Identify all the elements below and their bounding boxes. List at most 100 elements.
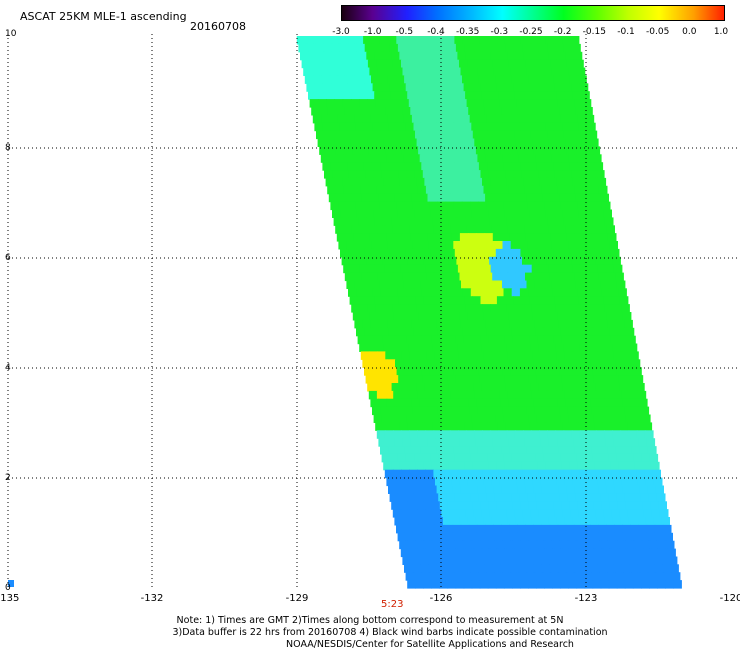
- swath-cell: [352, 67, 362, 76]
- swath-cell: [430, 453, 439, 463]
- swath-cell: [565, 438, 574, 447]
- swath-cell: [486, 114, 496, 124]
- swath-cell: [589, 312, 599, 321]
- swath-cell: [504, 461, 514, 471]
- swath-cell: [511, 414, 521, 423]
- swath-cell: [387, 114, 396, 124]
- swath-cell: [445, 75, 455, 84]
- swath-cell: [470, 327, 480, 337]
- swath-cell: [381, 453, 391, 463]
- swath-cell: [604, 390, 614, 400]
- swath-cell: [589, 138, 599, 147]
- swath-cell: [518, 241, 528, 250]
- swath-cell: [516, 312, 526, 321]
- time-label: 5:23: [381, 599, 404, 610]
- swath-cell: [503, 162, 513, 171]
- swath-cell: [616, 493, 625, 502]
- swath-cell: [407, 383, 417, 392]
- swath-cell: [383, 343, 393, 352]
- swath-cell: [389, 493, 399, 502]
- swath-cell: [554, 83, 564, 92]
- swath-cell: [538, 343, 548, 352]
- swath-cell: [564, 517, 573, 526]
- swath-cell: [544, 75, 554, 84]
- swath-cell: [478, 493, 488, 502]
- swath-cell: [311, 67, 321, 76]
- swath-cell: [380, 288, 390, 297]
- swath-cell: [488, 335, 497, 345]
- swath-cell: [415, 130, 424, 140]
- swath-cell: [417, 430, 427, 439]
- swath-cell: [501, 67, 511, 76]
- swath-cell: [572, 177, 582, 187]
- swath-cell: [436, 241, 446, 250]
- swath-cell: [342, 138, 352, 147]
- swath-cell: [350, 99, 360, 108]
- swath-cell: [426, 312, 436, 321]
- colorbar-label: -0.5: [395, 27, 414, 37]
- swath-cell: [424, 422, 433, 431]
- swath-cell: [396, 524, 405, 534]
- swath-cell: [341, 256, 351, 266]
- swath-cell: [398, 296, 408, 305]
- swath-cell: [540, 312, 550, 321]
- swath-cell: [396, 446, 405, 455]
- swath-cell: [463, 335, 473, 345]
- swath-cell: [531, 556, 541, 565]
- swath-cell: [580, 517, 590, 526]
- swath-cell: [374, 256, 384, 266]
- swath-cell: [547, 43, 556, 53]
- swath-cell: [378, 359, 388, 368]
- swath-cell: [543, 327, 553, 337]
- swath-cell: [432, 91, 441, 100]
- swath-cell: [473, 548, 483, 558]
- swath-cell: [628, 517, 638, 526]
- swath-cell: [471, 580, 481, 589]
- swath-cell: [587, 509, 596, 518]
- swath-cell: [564, 390, 573, 400]
- swath-cell: [568, 67, 577, 76]
- swath-cell: [478, 367, 487, 376]
- swath-cell: [644, 556, 654, 565]
- swath-cell: [423, 296, 432, 305]
- swath-cell: [360, 146, 370, 155]
- swath-cell: [555, 43, 565, 53]
- swath-cell: [391, 217, 400, 226]
- swath-cell: [553, 36, 563, 45]
- swath-cell: [441, 264, 451, 274]
- swath-cell: [418, 272, 428, 282]
- swath-cell: [451, 477, 460, 487]
- swath-cell: [539, 430, 548, 439]
- swath-cell: [521, 383, 531, 392]
- swath-cell: [350, 217, 359, 226]
- swath-cell: [501, 446, 511, 455]
- swath-cell: [608, 453, 618, 463]
- swath-cell: [420, 114, 430, 124]
- swath-cell: [546, 383, 556, 392]
- swath-cell: [615, 572, 624, 581]
- swath-cell: [624, 319, 633, 329]
- swath-cell: [342, 99, 352, 108]
- swath-cell: [564, 351, 574, 360]
- swath-cell: [509, 107, 519, 116]
- swath-cell: [562, 170, 572, 179]
- swath-cell: [414, 453, 423, 463]
- swath-cell: [512, 36, 522, 45]
- swath-cell: [435, 107, 444, 116]
- swath-cell: [463, 414, 472, 423]
- swath-cell: [606, 312, 615, 321]
- swath-cell: [495, 288, 505, 297]
- swath-cell: [673, 580, 682, 589]
- swath-cell: [643, 509, 653, 518]
- swath-cell: [399, 540, 408, 550]
- swath-cell: [448, 422, 457, 431]
- swath-cell: [433, 138, 442, 147]
- swath-cell: [601, 414, 610, 423]
- swath-cell: [326, 59, 336, 69]
- swath-cell: [343, 146, 353, 155]
- swath-cell: [463, 375, 473, 384]
- swath-cell: [375, 138, 385, 147]
- swath-cell: [576, 540, 586, 550]
- swath-cell: [505, 256, 515, 266]
- swath-cell: [458, 556, 468, 565]
